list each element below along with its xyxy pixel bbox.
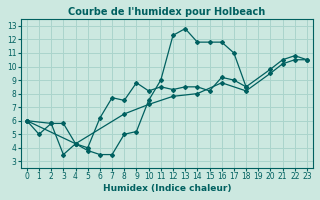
X-axis label: Humidex (Indice chaleur): Humidex (Indice chaleur): [103, 184, 231, 193]
Title: Courbe de l'humidex pour Holbeach: Courbe de l'humidex pour Holbeach: [68, 7, 266, 17]
